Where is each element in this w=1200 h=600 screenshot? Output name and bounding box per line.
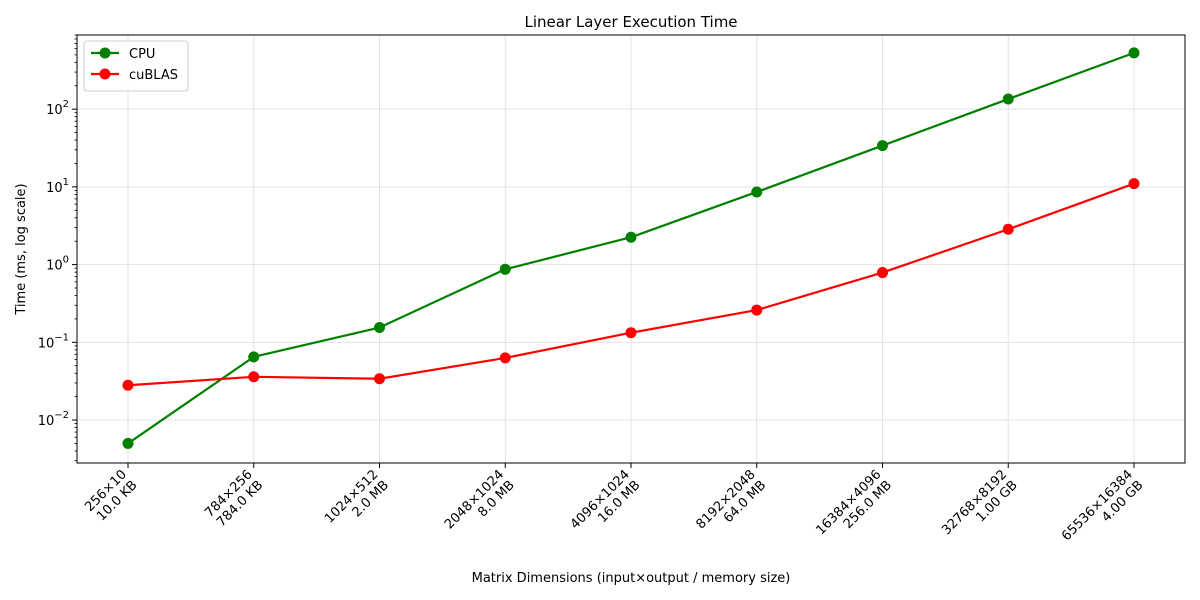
data-point <box>248 351 260 363</box>
legend-label: CPU <box>129 47 155 62</box>
data-point <box>499 263 511 275</box>
data-point <box>1128 178 1140 190</box>
chart-title: Linear Layer Execution Time <box>524 13 737 31</box>
y-tick-label: 100 <box>46 255 69 274</box>
x-tick-label: 16384×4096256.0 MB <box>813 467 895 549</box>
data-point <box>625 231 637 243</box>
data-point <box>374 373 385 385</box>
data-point <box>1002 93 1014 105</box>
y-tick-label: 102 <box>46 99 69 118</box>
x-tick-label: 8192×204864.0 MB <box>694 467 770 543</box>
x-tick-label: 2048×10248.0 MB <box>442 467 518 543</box>
data-point <box>877 267 888 279</box>
x-tick-label: 32768×81921.00 GB <box>939 467 1021 549</box>
legend-entry: cuBLAS <box>91 68 178 83</box>
legend: CPU cuBLAS <box>83 40 189 92</box>
series-cublas <box>122 178 1140 391</box>
x-axis-label: Matrix Dimensions (input×output / memory… <box>472 571 791 586</box>
legend-marker <box>99 68 111 80</box>
y-tick-label: 101 <box>46 177 69 196</box>
data-point <box>751 304 763 316</box>
data-point <box>248 371 260 383</box>
data-point <box>751 186 763 198</box>
y-tick-label: 10−1 <box>38 332 69 351</box>
data-point <box>1002 223 1014 235</box>
data-point <box>122 437 134 449</box>
legend-label: cuBLAS <box>129 68 178 83</box>
x-tick-label: 784×256784.0 KB <box>202 467 266 531</box>
x-tick-label: 256×1010.0 KB <box>82 467 140 525</box>
legend-entry: CPU <box>91 47 155 62</box>
y-axis-label: Time (ms, log scale) <box>14 183 29 315</box>
data-point <box>374 322 385 334</box>
series-cpu <box>122 47 1140 449</box>
y-tick-label: 10−2 <box>38 410 69 429</box>
data-point <box>499 352 511 364</box>
y-axis: 10−2 10−1 100 101 102 <box>38 34 77 462</box>
x-axis: 256×1010.0 KB 784×256784.0 KB 1024×5122.0 … <box>82 463 1146 554</box>
x-tick-label: 1024×5122.0 MB <box>322 467 392 537</box>
grid <box>77 35 1185 463</box>
data-point <box>625 327 637 339</box>
data-point <box>1128 47 1140 59</box>
series-layer <box>122 47 1140 449</box>
x-tick-label: 4096×102416.0 MB <box>568 467 644 543</box>
x-tick-label: 65536×163844.00 GB <box>1059 467 1146 554</box>
legend-marker <box>99 47 111 59</box>
data-point <box>877 140 888 152</box>
data-point <box>122 379 134 391</box>
